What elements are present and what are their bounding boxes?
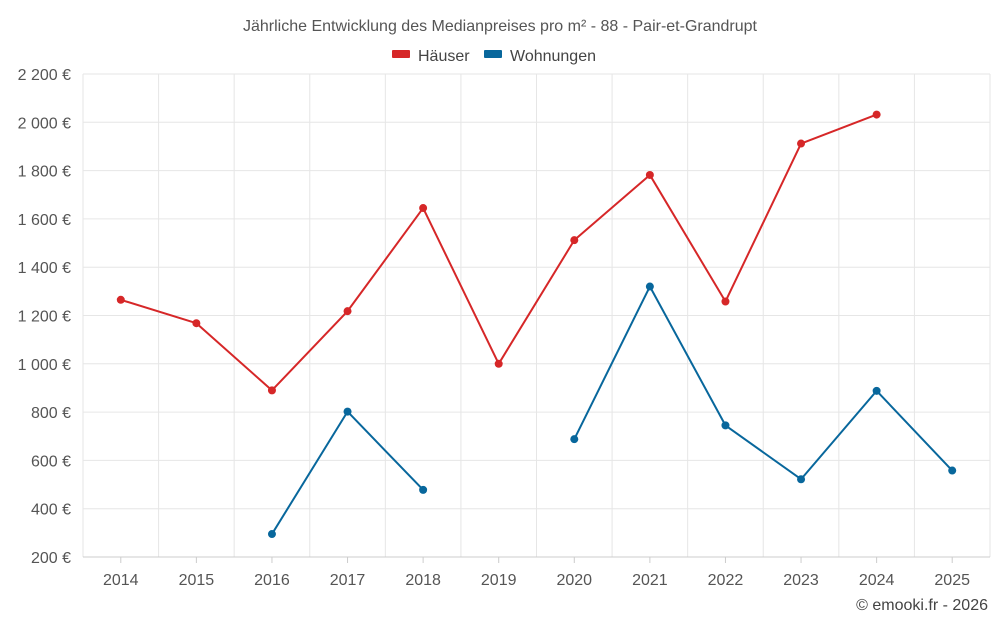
data-point-haeuser[interactable] bbox=[192, 319, 201, 328]
data-point-wohnungen[interactable] bbox=[419, 485, 428, 494]
x-tick-label: 2025 bbox=[934, 572, 970, 589]
x-tick-label: 2014 bbox=[103, 572, 139, 589]
series-line-wohnungen bbox=[573, 285, 953, 481]
legend-item-wohnungen[interactable]: Wohnungen bbox=[484, 48, 596, 65]
x-tick-label: 2024 bbox=[859, 572, 895, 589]
legend-label-wohnungen: Wohnungen bbox=[510, 48, 596, 65]
legend-swatch-haeuser bbox=[392, 50, 410, 58]
x-tick-label: 2018 bbox=[405, 572, 441, 589]
y-tick-label: 200 € bbox=[31, 550, 71, 567]
data-point-haeuser[interactable] bbox=[872, 110, 881, 119]
legend-item-haeuser[interactable]: Häuser bbox=[392, 48, 470, 65]
data-point-wohnungen[interactable] bbox=[948, 466, 957, 475]
x-tick-label: 2016 bbox=[254, 572, 290, 589]
grid bbox=[82, 73, 991, 558]
chart-title: Jährliche Entwicklung des Medianpreises … bbox=[243, 18, 758, 35]
data-point-wohnungen[interactable] bbox=[645, 282, 654, 291]
x-tick-label: 2022 bbox=[708, 572, 744, 589]
data-point-wohnungen[interactable] bbox=[570, 435, 579, 444]
series-line-wohnungen bbox=[271, 410, 424, 535]
data-point-wohnungen[interactable] bbox=[721, 421, 730, 430]
x-tick-label: 2017 bbox=[330, 572, 366, 589]
data-point-haeuser[interactable] bbox=[116, 295, 125, 304]
y-tick-label: 1 200 € bbox=[18, 309, 71, 326]
y-tick-label: 2 000 € bbox=[18, 115, 71, 132]
data-point-wohnungen[interactable] bbox=[267, 530, 276, 539]
y-tick-label: 2 200 € bbox=[18, 67, 71, 84]
x-tick-label: 2015 bbox=[179, 572, 215, 589]
data-point-wohnungen[interactable] bbox=[343, 407, 352, 416]
y-tick-label: 800 € bbox=[31, 405, 71, 422]
data-point-haeuser[interactable] bbox=[343, 307, 352, 316]
x-tick-label: 2019 bbox=[481, 572, 517, 589]
data-point-haeuser[interactable] bbox=[721, 297, 730, 306]
legend: Häuser Wohnungen bbox=[392, 48, 596, 65]
y-tick-label: 400 € bbox=[31, 502, 71, 519]
y-axis: 200 € 400 € 600 € 800 € 1 000 € 1 200 € 1 400 … bbox=[18, 67, 71, 567]
y-tick-label: 1 800 € bbox=[18, 164, 71, 181]
series-layer bbox=[116, 110, 957, 539]
x-tick-label: 2021 bbox=[632, 572, 668, 589]
data-point-haeuser[interactable] bbox=[645, 170, 654, 179]
y-tick-label: 1 000 € bbox=[18, 357, 71, 374]
y-tick-label: 1 600 € bbox=[18, 212, 71, 229]
x-axis: 2014 2015 2016 2017 2018 2019 2020 2021 2022 2023… bbox=[103, 557, 970, 589]
legend-label-haeuser: Häuser bbox=[418, 48, 470, 65]
x-tick-label: 2023 bbox=[783, 572, 819, 589]
data-point-haeuser[interactable] bbox=[267, 386, 276, 395]
data-point-wohnungen[interactable] bbox=[797, 475, 806, 484]
y-tick-label: 600 € bbox=[31, 453, 71, 470]
y-tick-label: 1 400 € bbox=[18, 260, 71, 277]
data-point-wohnungen[interactable] bbox=[872, 386, 881, 395]
credit: © emooki.fr - 2026 bbox=[856, 597, 988, 614]
x-tick-label: 2020 bbox=[556, 572, 592, 589]
data-point-haeuser[interactable] bbox=[494, 359, 503, 368]
data-point-haeuser[interactable] bbox=[570, 236, 579, 245]
legend-swatch-wohnungen bbox=[484, 50, 502, 58]
data-point-haeuser[interactable] bbox=[419, 204, 428, 213]
data-point-haeuser[interactable] bbox=[797, 139, 806, 148]
